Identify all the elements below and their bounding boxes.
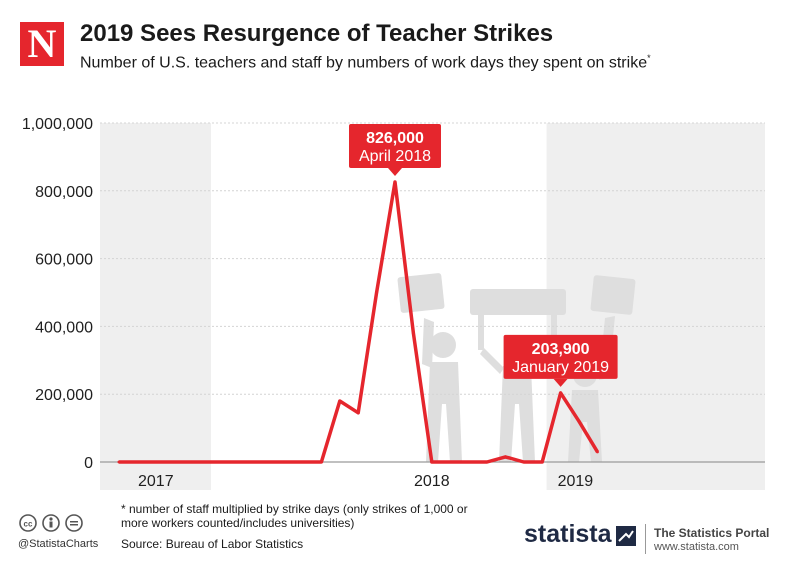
chart-title: 2019 Sees Resurgence of Teacher Strikes [80,20,554,47]
cc-icon [19,514,37,532]
data-point [191,460,195,464]
data-point [411,331,415,335]
annotation-value: 203,900 [532,341,590,358]
data-point [154,460,158,464]
data-point [246,460,250,464]
data-point [375,291,379,294]
statista-wordmark: statista [524,520,612,548]
x-tick-label: 2019 [558,473,594,490]
svg-text:cc: cc [24,520,33,529]
statista-charts-handle: @StatistaCharts [18,538,99,550]
attribution-icon [42,514,60,532]
data-point [117,460,121,464]
data-point [540,460,544,464]
data-point [503,455,507,459]
chart-subtitle: Number of U.S. teachers and staff by num… [80,53,651,72]
y-tick-label: 800,000 [35,184,93,201]
y-tick-label: 600,000 [35,252,93,269]
source-note: Source: Bureau of Labor Statistics [121,537,304,551]
data-point [356,411,360,415]
y-tick-label: 0 [84,455,93,472]
annotation-value: 826,000 [366,130,424,147]
annotation-label: January 2019 [512,359,609,376]
y-tick-label: 400,000 [35,319,93,336]
data-point [393,180,397,184]
data-point [135,460,139,464]
data-point [595,450,599,454]
y-tick-label: 200,000 [35,387,93,404]
data-point [485,460,489,464]
data-point [264,460,268,464]
year-band-2017 [100,123,211,490]
data-point [522,460,526,464]
data-point [338,399,342,403]
footnote: * number of staff multiplied by strike d… [121,502,468,530]
data-point [577,419,581,423]
line-chart: 0 200,000 400,000 600,000 800,000 1,000,000 2… [22,116,765,490]
creative-commons-icons: cc [19,514,83,532]
data-point [172,460,176,464]
x-tick-label: 2018 [414,473,450,490]
data-point [467,460,471,464]
data-point [227,460,231,464]
data-point [448,460,452,464]
y-tick-label: 1,000,000 [22,116,93,133]
no-derivatives-icon [65,514,83,532]
statista-url: www.statista.com [654,541,739,553]
data-point [430,460,434,464]
newsweek-logo: N [20,22,64,66]
x-tick-label: 2017 [138,473,174,490]
data-point [283,460,287,464]
annotation-label: April 2018 [359,148,431,165]
statista-logo-icon [616,526,636,546]
data-point [319,460,323,464]
data-point [209,460,213,464]
data-point [301,460,305,464]
footer-divider [645,524,646,554]
data-point [559,391,563,395]
statistics-portal-label: The Statistics Portal [654,526,770,540]
